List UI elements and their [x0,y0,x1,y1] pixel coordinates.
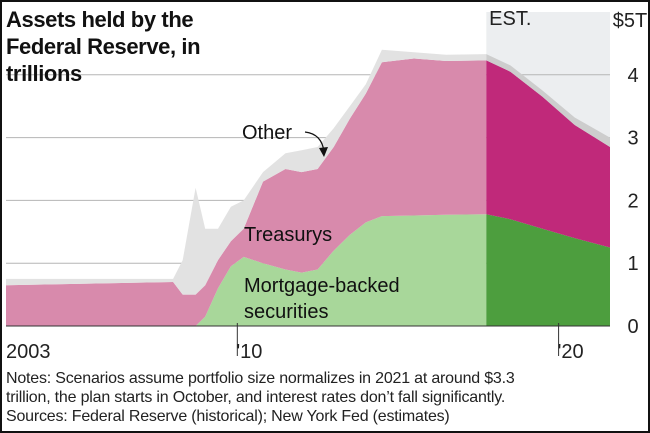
area-mortgage-backed-securities-historical [6,214,487,326]
estimate-label: EST. [489,8,531,30]
ytick-1: 1 [627,253,638,275]
ytick-3: 3 [627,128,638,150]
area-treasurys-estimate [486,60,610,248]
ytick-top-unit: $5T [613,10,647,32]
area-treasurys-historical [6,58,487,326]
chart-title: Assets held by the Federal Reserve, in t… [6,7,201,86]
xtick-label-2: '20 [558,341,584,363]
area-mortgage-backed-securities-estimate [486,214,610,326]
annotation-mbs-line2: securities [244,301,328,323]
notes-line-2: trillion, the plan starts in October, an… [6,389,506,406]
xtick-label-0: 2003 [6,341,51,363]
xtick-label-1: '10 [236,341,262,363]
area-other-estimate [486,54,610,147]
ytick-0: 0 [627,316,638,338]
notes-line-1: Notes: Scenarios assume portfolio size n… [6,370,515,387]
notes-line-3: Sources: Federal Reserve (historical); N… [6,408,450,425]
ytick-2: 2 [627,190,638,212]
annotation-other: Other [242,122,292,144]
annotation-mbs-line1: Mortgage-backed [244,275,400,297]
ytick-4: 4 [627,65,638,87]
annotation-treasurys: Treasurys [244,224,332,246]
annotation-other-arrowhead [319,147,328,157]
